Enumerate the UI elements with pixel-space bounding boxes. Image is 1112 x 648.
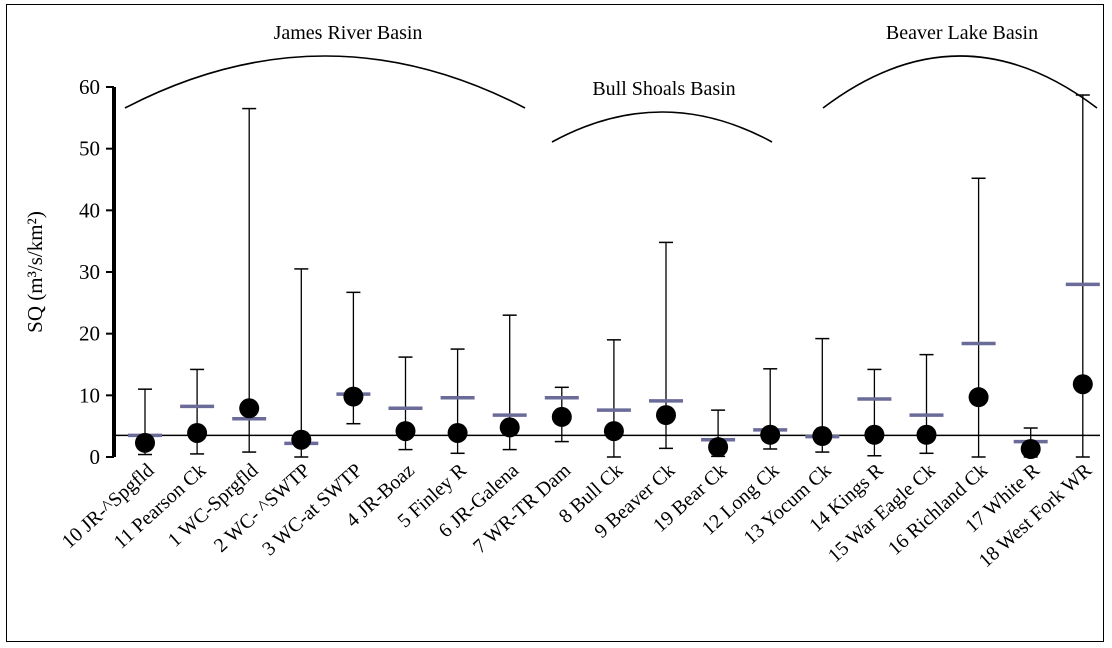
basin-label: James River Basin [274,22,423,44]
median-point [291,429,312,450]
y-tick-label: 0 [90,445,101,469]
median-point [603,421,624,442]
median-point [135,432,155,453]
median-point [447,422,468,443]
basin-arc [822,55,1098,109]
median-point [551,406,572,427]
chart-frame [6,4,1104,642]
basin-label: Bull Shoals Basin [592,78,735,100]
y-axis-title: SQ (m³/s/km²) [23,211,47,333]
y-tick-label: 30 [79,260,100,284]
basin-arc [551,111,773,143]
y-tick-label: 40 [79,198,100,222]
y-tick-label: 50 [79,137,100,161]
y-tick-label: 20 [79,322,100,346]
median-point [812,426,833,447]
median-point [239,398,260,419]
whiskers [138,94,1090,458]
median-point [968,387,989,408]
median-point [708,437,729,458]
median-point [499,417,520,438]
median-point [916,424,937,445]
basin-annotations: James River Basin Bull Shoals Basin Beaver… [124,22,1098,143]
median-point [864,424,885,445]
basin-label: Beaver Lake Basin [886,22,1038,44]
basin-arc [124,55,526,109]
y-axis: 0 10 20 30 40 50 60 [79,75,116,469]
y-tick-label: 60 [79,75,100,99]
median-point [187,422,208,443]
median-point [343,386,364,407]
median-point [760,424,781,445]
median-point [395,421,416,442]
median-point [656,405,676,426]
median-point [1072,374,1093,395]
median-markers [135,374,1093,459]
median-point [1020,438,1041,459]
y-tick-label: 10 [79,383,100,407]
